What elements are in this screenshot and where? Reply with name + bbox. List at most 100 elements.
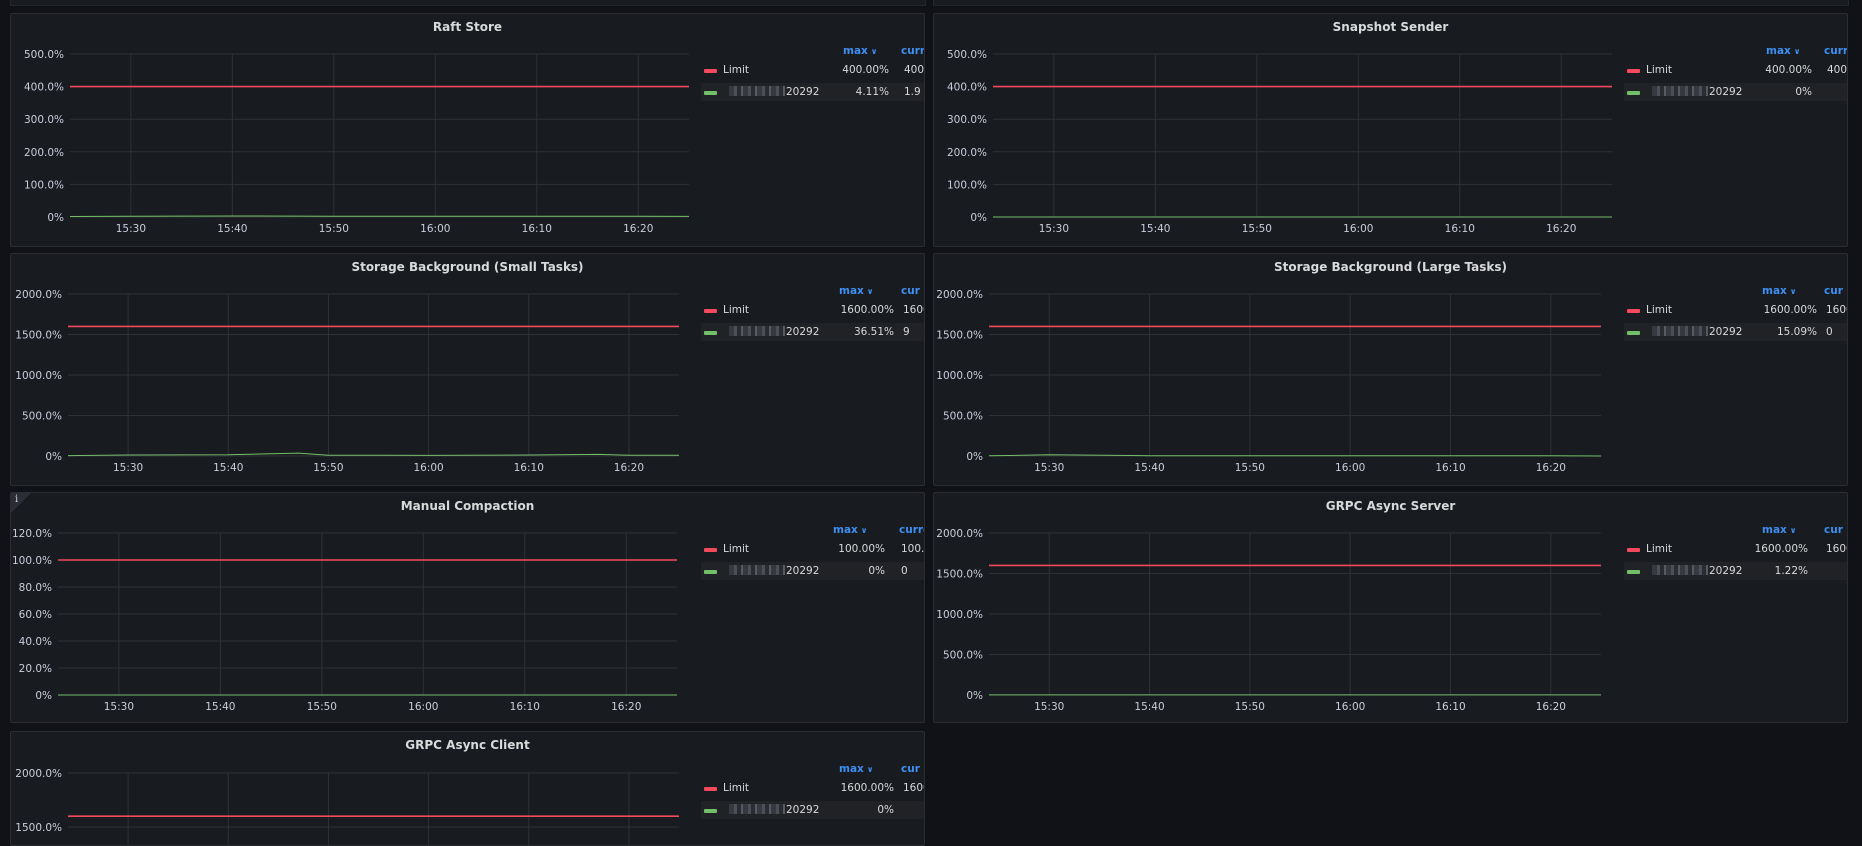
x-tick-label: 16:00 (1335, 462, 1365, 474)
legend-row[interactable]: Limit 100.00% 100.0 (701, 540, 924, 558)
legend-header-current[interactable]: currer (901, 45, 924, 57)
legend-row[interactable]: 20292 1.22% (1624, 562, 1847, 580)
chevron-down-icon[interactable]: ∨ (860, 526, 868, 535)
legend-max-value: 4.11% (855, 86, 889, 98)
y-tick-label: 20.0% (19, 663, 52, 675)
y-tick-label: 2000.0% (936, 289, 983, 301)
legend-row[interactable]: 20292 0% (1624, 83, 1847, 101)
chevron-down-icon[interactable]: ∨ (866, 287, 874, 296)
x-tick-label: 16:00 (1335, 701, 1365, 713)
plot-area: 2000.0% 1500.0% (15, 768, 679, 845)
chevron-down-icon[interactable]: ∨ (866, 765, 874, 774)
legend-row[interactable]: 20292 15.09% 0 (1624, 323, 1847, 341)
panel-storage-background-large-tasks[interactable]: Storage Background (Large Tasks) 2000.0% 1… (933, 253, 1848, 486)
legend-series-label: 20292 (786, 326, 820, 338)
legend-current-value: 9 (903, 326, 910, 338)
chevron-down-icon[interactable]: ∨ (870, 47, 878, 56)
panel-grpc-async-client[interactable]: GRPC Async Client 2000.0% 1500.0% max ∨ cur Li… (10, 731, 925, 846)
x-tick-label: 16:20 (1536, 701, 1566, 713)
y-tick-label: 200.0% (24, 147, 64, 159)
redacted-host-icon (729, 804, 785, 814)
x-tick-label: 16:00 (408, 701, 438, 713)
legend-header-max[interactable]: max ∨ (839, 763, 873, 775)
legend-header-max[interactable]: max ∨ (1762, 285, 1796, 297)
legend-header-current[interactable]: cur (901, 285, 920, 297)
legend-row[interactable]: Limit 1600.00% 1600 (1624, 301, 1847, 319)
y-tick-label: 400.0% (24, 82, 64, 94)
panel-title[interactable]: Manual Compaction (400, 499, 535, 513)
legend-current-value: 1600 (1826, 304, 1847, 316)
panel-manual-compaction[interactable]: i Manual Compaction 120.0% 100.0% 80.0% 60.0%… (10, 492, 925, 723)
y-tick-label: 500.0% (947, 49, 987, 61)
legend-header-current[interactable]: cur (1824, 524, 1843, 536)
legend-series-name: Limit (723, 64, 749, 76)
panel-title[interactable]: Storage Background (Large Tasks) (1273, 260, 1508, 274)
legend-series-label: Limit (1646, 304, 1673, 316)
legend-row[interactable]: Limit 400.00% 400.0 (701, 61, 924, 79)
panel-title[interactable]: Storage Background (Small Tasks) (351, 260, 584, 274)
chevron-down-icon[interactable]: ∨ (1789, 287, 1797, 296)
series-line-instance (69, 215, 690, 217)
y-tick-label: 60.0% (19, 609, 52, 621)
legend-swatch (704, 809, 717, 813)
legend-header-current[interactable]: currer (1824, 45, 1847, 57)
chevron-down-icon[interactable]: ∨ (1793, 47, 1801, 56)
legend-series-label: Limit (1646, 543, 1673, 555)
legend-swatch (1627, 548, 1640, 552)
legend-series-label: 20292 (1709, 326, 1743, 338)
legend-header-current[interactable]: cur (901, 763, 920, 775)
legend-header-max[interactable]: max ∨ (843, 45, 877, 57)
legend-swatch (704, 548, 717, 552)
legend-max-value: 1.22% (1774, 565, 1808, 577)
legend-current-value: 0 (901, 565, 908, 577)
legend: max∨ currer Limit 400.00% 400.0 20292 0% (1624, 14, 1847, 246)
y-tick-label: 80.0% (19, 582, 52, 594)
redacted-host-icon (729, 326, 785, 336)
legend-row[interactable]: Limit 400.00% 400.0 (1624, 61, 1847, 79)
panel-title[interactable]: Snapshot Sender (1332, 20, 1449, 34)
legend-row[interactable]: Limit 1600.00% 1600 (1624, 540, 1847, 558)
chevron-down-icon[interactable]: ∨ (1789, 526, 1797, 535)
legend-current-value: 1600 (903, 782, 924, 794)
y-tick-label: 1500.0% (936, 569, 983, 581)
panel-grpc-async-server[interactable]: GRPC Async Server 2000.0% 1500.0% 1000.0% 50… (933, 492, 1848, 723)
y-tick-label: 2000.0% (936, 528, 983, 540)
panel-title[interactable]: GRPC Async Server (1325, 499, 1456, 513)
legend-swatch (704, 91, 717, 95)
legend-max-value: 0% (877, 804, 894, 816)
legend: max∨ cur Limit 1600.00% 1600 20292 15.09% 0 (1624, 254, 1847, 485)
panel-title[interactable]: GRPC Async Client (405, 738, 530, 752)
y-tick-label: 2000.0% (15, 289, 62, 301)
panel-raft-store[interactable]: Raft Store 500.0% 400.0% 300.0% 200.0% 100.0%… (10, 13, 925, 247)
y-tick-label: 40.0% (19, 636, 52, 648)
legend-row[interactable]: 20292 0% 0 (701, 562, 924, 580)
legend-swatch (704, 570, 717, 574)
panel-title[interactable]: Raft Store (432, 20, 503, 34)
legend-header-max[interactable]: max ∨ (1766, 45, 1800, 57)
y-tick-label: 400.0% (947, 82, 987, 94)
panel-snapshot-sender[interactable]: Snapshot Sender 500.0% 400.0% 300.0% 200.0% 1… (933, 13, 1848, 247)
legend-header-max[interactable]: max ∨ (833, 524, 867, 536)
legend-header-max[interactable]: max ∨ (1762, 524, 1796, 536)
legend-max-value: 400.00% (1765, 64, 1812, 76)
panel-storage-background-small-tasks[interactable]: Storage Background (Small Tasks) 2000.0% 1… (10, 253, 925, 486)
y-tick-label: 500.0% (943, 650, 983, 662)
legend-series-name: 20292 (1652, 326, 1742, 338)
legend-row[interactable]: 20292 4.11% 1.9 (701, 83, 924, 101)
legend-series-label: 20292 (786, 565, 820, 577)
y-tick-label: 100.0% (12, 555, 52, 567)
legend-row[interactable]: Limit 1600.00% 1600 (701, 779, 924, 797)
legend-row[interactable]: 20292 36.51% 9 (701, 323, 924, 341)
legend-series-name: Limit (723, 543, 749, 555)
info-icon[interactable] (11, 493, 31, 513)
x-tick-label: 15:40 (217, 223, 247, 235)
legend-header-current[interactable]: currer (899, 524, 924, 536)
legend-header-current[interactable]: cur (1824, 285, 1843, 297)
legend-header-max[interactable]: max ∨ (839, 285, 873, 297)
legend-max-value: 100.00% (838, 543, 885, 555)
y-tick-label: 300.0% (24, 114, 64, 126)
legend-row[interactable]: Limit 1600.00% 1600 (701, 301, 924, 319)
legend-row[interactable]: 20292 0% (701, 801, 924, 819)
series-line-instance (988, 454, 1602, 457)
y-tick-label: 1500.0% (936, 330, 983, 342)
